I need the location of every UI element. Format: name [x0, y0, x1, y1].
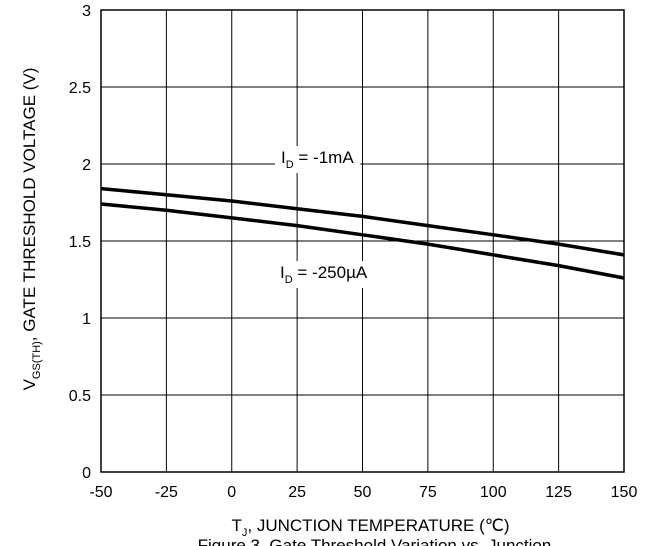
x-axis-ticks: -50 -25 0 25 50 75 100 125 150 [89, 484, 637, 501]
series-line-1ma [100, 186, 625, 257]
y-tick-label: 2 [82, 157, 91, 174]
plot-area-frame [100, 9, 625, 473]
series-label-bg-1ma [275, 146, 361, 173]
series-labels: ID = -1mA ID = -250µA [274, 146, 374, 288]
series-label-bg-250ua [274, 261, 374, 288]
series-label-250ua-rest: = -250µA [293, 263, 368, 282]
x-tick-label: 25 [288, 484, 306, 501]
series-label-1ma-rest: = -1mA [294, 148, 355, 167]
series-label-1ma: ID = -1mA [281, 148, 354, 171]
series-line-250ua [100, 202, 625, 280]
series-label-250ua-main: I [280, 263, 285, 282]
series-label-250ua-sub: D [285, 274, 293, 286]
y-axis-ticks: 0 0.5 1 1.5 2 2.5 3 [69, 3, 91, 482]
x-axis-label: TJ, JUNCTION TEMPERATURE (℃) [231, 516, 509, 539]
y-axis-label-sub: GS(TH) [31, 341, 43, 379]
x-tick-label: 50 [354, 484, 372, 501]
y-tick-label: 1 [82, 311, 91, 328]
x-tick-label: 125 [545, 484, 572, 501]
x-tick-label: 0 [227, 484, 236, 501]
y-tick-label: 0.5 [69, 388, 91, 405]
x-tick-label: 150 [611, 484, 638, 501]
x-tick-label: 75 [419, 484, 437, 501]
x-tick-label: -50 [89, 484, 112, 501]
y-axis-label-main: V [20, 378, 39, 390]
x-axis-label-main: T [231, 516, 241, 535]
y-tick-label: 0 [82, 465, 91, 482]
y-axis-label-rest: , GATE THRESHOLD VOLTAGE (V) [20, 68, 39, 342]
figure-caption: Figure 3. Gate Threshold Variation vs. J… [198, 536, 552, 546]
figure-caption-text: Figure 3. Gate Threshold Variation vs. J… [198, 536, 552, 546]
x-axis-label-rest: , JUNCTION TEMPERATURE (℃) [247, 516, 509, 535]
y-tick-label: 2.5 [69, 80, 91, 97]
series-label-250ua: ID = -250µA [280, 263, 368, 286]
y-tick-label: 3 [82, 3, 91, 20]
series-lines [100, 186, 625, 280]
x-tick-label: -25 [155, 484, 178, 501]
y-axis-label: VGS(TH), GATE THRESHOLD VOLTAGE (V) [20, 68, 43, 391]
series-label-1ma-sub: D [286, 159, 294, 171]
x-axis-label-sub: J [242, 527, 248, 539]
series-label-1ma-main: I [281, 148, 286, 167]
y-tick-label: 1.5 [69, 234, 91, 251]
x-tick-label: 100 [480, 484, 507, 501]
